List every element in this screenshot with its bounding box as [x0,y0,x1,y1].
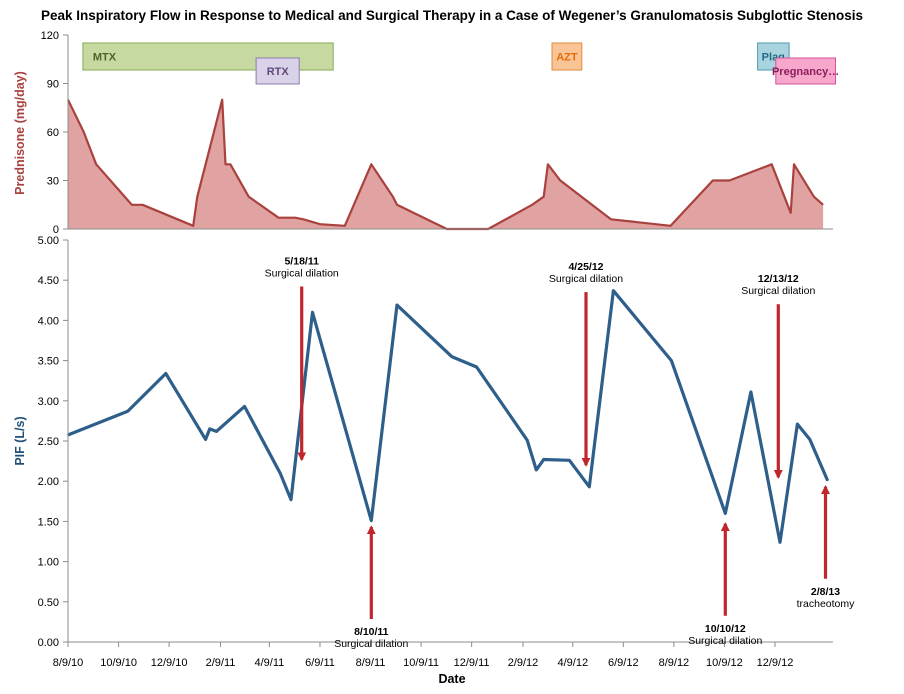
prednisone-axis-title: Prednisone (mg/day) [13,71,27,195]
annotation-event: Surgical dilation [549,273,623,285]
date-tick-label: 8/9/10 [53,657,84,669]
pif-y-tick-label: 3.00 [38,396,59,408]
prednisone-line [67,98,824,231]
date-tick-label: 12/9/11 [454,657,490,669]
date-tick-label: 6/9/11 [305,657,335,669]
date-tick-label: 4/9/12 [558,657,589,669]
pif-y-tick-label: 5.00 [38,235,59,247]
pif-y-tick-label: 0.00 [38,637,59,649]
pif-y-tick-label: 1.00 [38,557,59,569]
prednisone-y-tick-label: 90 [47,79,59,91]
prednisone-y-tick-label: 30 [47,176,59,188]
date-tick-label: 2/9/12 [508,657,539,669]
prednisone-y-tick-label: 60 [47,127,59,139]
date-tick-label: 12/9/10 [151,657,188,669]
pif-panel: 0.00 0.50 1.00 1.50 2.00 2.50 3.00 3.50 4.00 4.50… [38,235,856,669]
therapy-label: RTX [267,66,290,78]
pif-y-tick-label: 0.50 [38,597,59,609]
annotation-date: 8/10/11 [354,626,389,638]
prednisone-y-tick-label: 0 [53,224,59,236]
annotation-date: 4/25/12 [568,261,603,273]
therapy-bar [551,42,583,71]
annotation-date: 5/18/11 [284,256,319,268]
date-tick-label: 4/9/11 [255,657,285,669]
annotation-event: Surgical dilation [741,285,815,297]
chart-title: Peak Inspiratory Flow in Response to Med… [41,8,863,23]
therapy-label: AZT [556,52,578,64]
date-tick-label: 10/9/11 [403,657,439,669]
annotation-event: Surgical dilation [688,635,762,647]
annotation-event: Surgical dilation [265,268,339,280]
date-tick-label: 8/9/11 [356,657,386,669]
therapy-bar [255,57,300,85]
date-tick-label: 12/9/12 [757,657,794,669]
pif-y-tick-label: 3.50 [38,356,59,368]
pif-y-tick-label: 4.50 [38,275,59,287]
annotation-event: tracheotomy [797,598,856,610]
pif-y-tick-label: 1.50 [38,516,59,528]
therapy-label: Pregnancy… [772,66,839,78]
pif-y-tick-label: 2.00 [38,476,59,488]
pif-y-tick-label: 2.50 [38,436,59,448]
prednisone-y-tick-label: 120 [41,30,59,42]
pif-y-tick-label: 4.00 [38,315,59,327]
pif-line [67,289,829,544]
therapy-bar [775,57,836,85]
date-tick-label: 10/9/12 [706,657,743,669]
date-axis-title: Date [438,672,465,686]
annotation-date: 12/13/12 [758,273,799,285]
date-tick-label: 2/9/11 [206,657,236,669]
therapy-label: MTX [93,52,117,64]
annotation-date: 2/8/13 [811,586,840,598]
prednisone-area [68,99,824,229]
pif-axis-title: PIF (L/s) [13,416,27,465]
annotation-event: Surgical dilation [334,638,408,650]
date-tick-label: 6/9/12 [608,657,639,669]
date-tick-label: 10/9/10 [100,657,137,669]
annotation-date: 10/10/12 [705,623,746,635]
date-tick-label: 8/9/12 [659,657,690,669]
